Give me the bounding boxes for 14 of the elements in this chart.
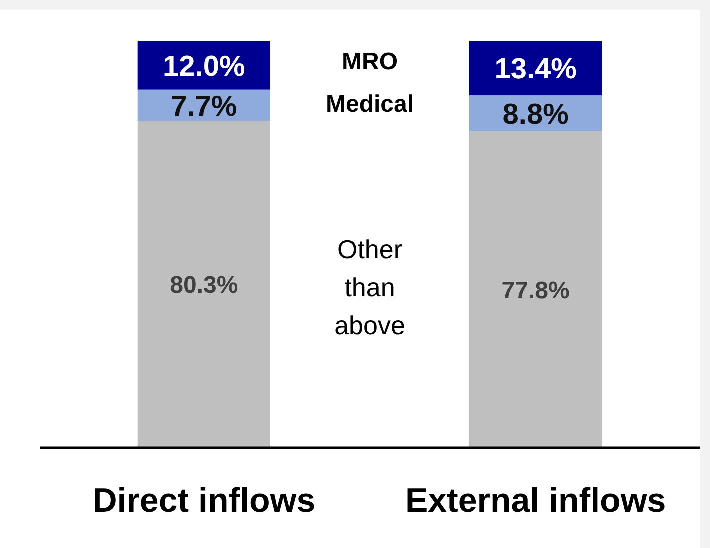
- data-label: 7.7%: [171, 90, 238, 123]
- x-tick-label: Direct inflows: [92, 482, 316, 520]
- bar: [469, 41, 602, 96]
- data-label: 80.3%: [170, 272, 238, 300]
- bar: [138, 121, 270, 448]
- text: MRO: [342, 48, 398, 76]
- text: Other than above: [334, 234, 406, 340]
- data-label: 13.4%: [494, 54, 578, 86]
- data-label: 77.8%: [502, 277, 570, 304]
- data-label: 12.0%: [163, 50, 246, 83]
- text: Medical: [326, 91, 414, 118]
- data-label: 8.8%: [502, 98, 570, 131]
- bar: [469, 131, 602, 448]
- x-tick-label: External inflows: [405, 482, 666, 520]
